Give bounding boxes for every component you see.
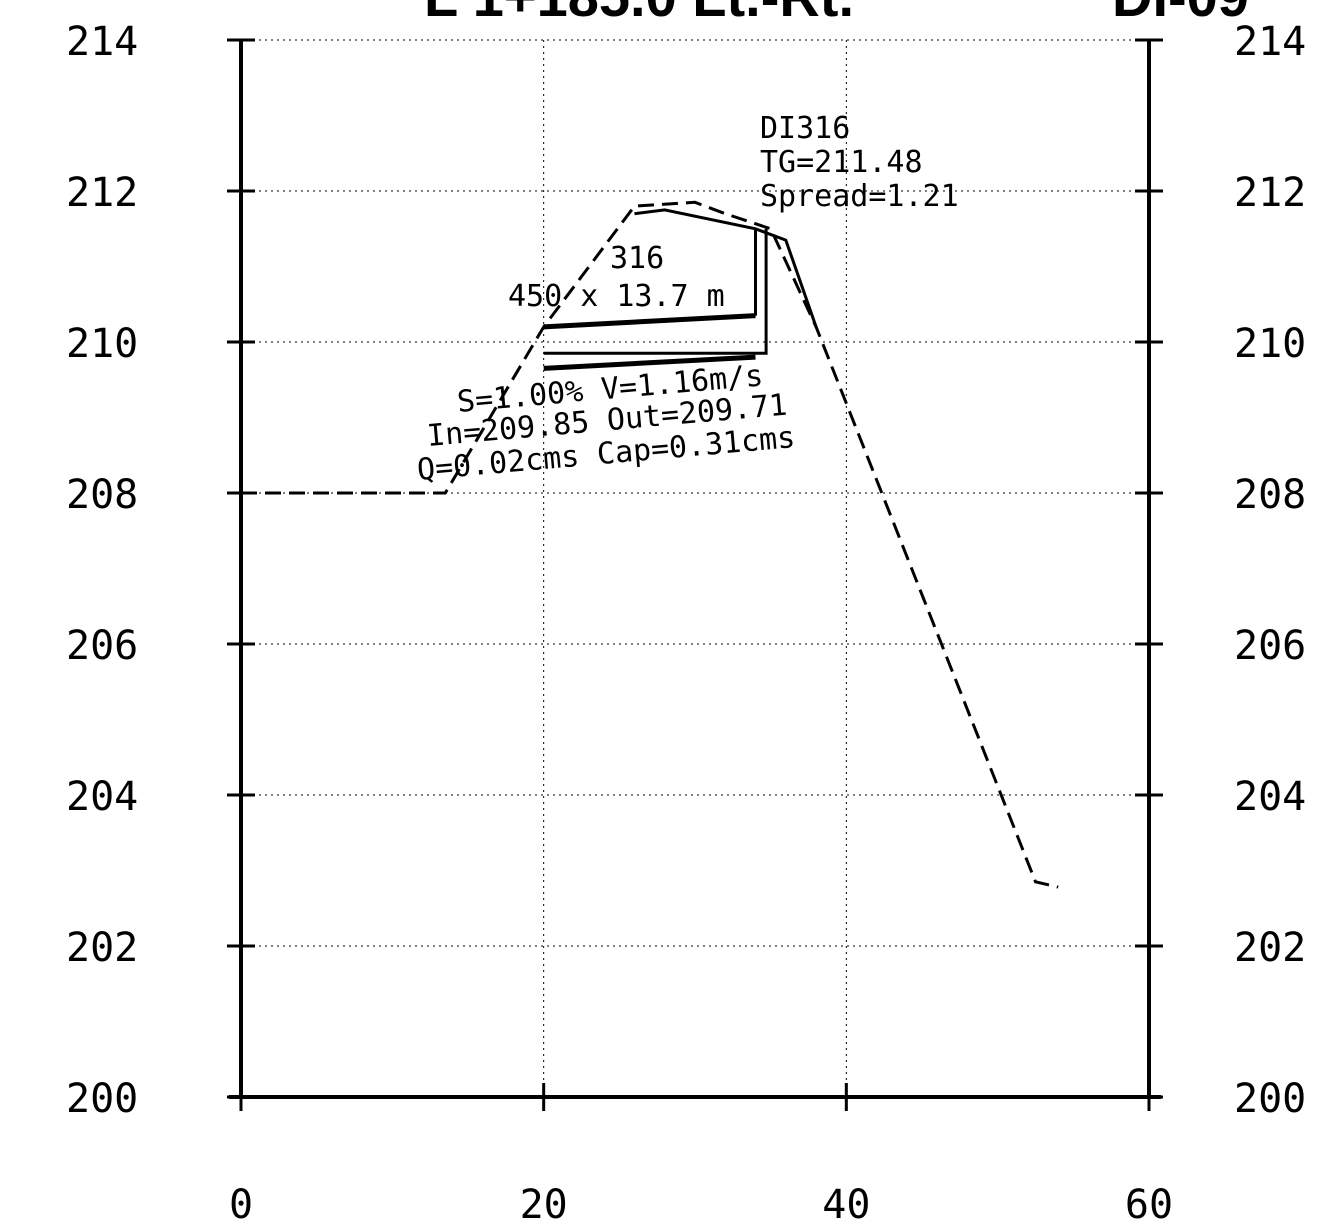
series-line-2 [543,313,756,330]
y-tick-label-right-208: 208 [1234,472,1306,518]
header-left-text: L 1+185.0 Lt.-Rt. [424,0,854,28]
annotations: L 1+185.0 Lt.-Rt. DI-09 DI316 TG=211.48 … [416,0,1249,488]
y-tick-label-right-206: 206 [1234,623,1306,669]
inlet-spread-label: Spread=1.21 [760,179,959,214]
y-tick-label-left-206: 206 [66,623,138,669]
y-tick-label-right-200: 200 [1234,1076,1306,1122]
x-tick-label-0: 0 [229,1182,253,1221]
grid-lines [241,39,1149,1097]
y-tick-label-left-214: 214 [66,19,138,65]
y-tick-label-left-212: 212 [66,170,138,216]
y-tick-label-left-208: 208 [66,472,138,518]
pipe-id-label: 316 [610,241,664,276]
x-tick-label-20: 20 [520,1182,568,1221]
y-tick-label-right-210: 210 [1234,321,1306,367]
series-line-0 [241,200,1059,889]
series-line-3 [543,354,756,371]
axes [227,38,1163,1111]
inlet-name-label: DI316 [760,111,850,146]
pipe-size-label: 450 x 13.7 m [508,279,725,314]
y-tick-label-right-214: 214 [1234,19,1306,65]
y-tick-label-left-210: 210 [66,321,138,367]
y-tick-label-left-200: 200 [66,1076,138,1122]
y-tick-label-right-202: 202 [1234,925,1306,971]
y-tick-label-right-212: 212 [1234,170,1306,216]
y-tick-label-left-202: 202 [66,925,138,971]
series-line-5 [543,228,768,355]
y-tick-label-right-204: 204 [1234,774,1306,820]
x-tick-label-60: 60 [1125,1182,1173,1221]
series-lines [241,200,1059,889]
header-right-text: DI-09 [1112,0,1249,28]
inlet-tg-label: TG=211.48 [760,145,923,180]
y-tick-label-left-204: 204 [66,774,138,820]
x-tick-label-40: 40 [822,1182,870,1221]
